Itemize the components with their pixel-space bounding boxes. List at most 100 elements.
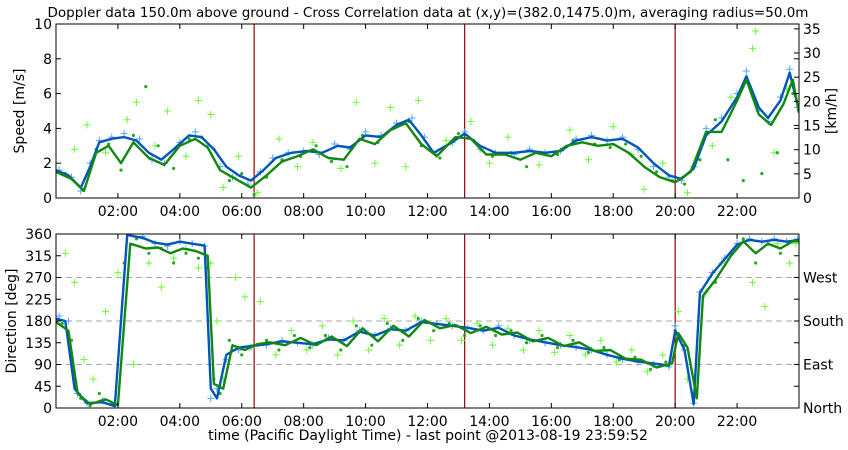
direction-series-2-point [323, 333, 327, 338]
direction-series-1-point [287, 327, 295, 335]
speed-series-2-point [524, 165, 529, 169]
speed-series-2-point [456, 132, 461, 136]
direction-series-2-point [292, 333, 296, 338]
direction-series-1-point [194, 264, 202, 272]
direction-series-0-point [207, 394, 215, 402]
direction-series-2-point [540, 333, 544, 338]
direction-series-2-point [401, 338, 405, 342]
speed-series-1-point [71, 145, 79, 153]
x-tick-label: 14:00 [469, 414, 509, 430]
direction-series-1-point [213, 317, 221, 325]
speed-series-1-point [584, 156, 592, 164]
direction-series-2-point [277, 348, 281, 352]
speed-series-2-point [172, 166, 176, 171]
kmh-tick-label: 15 [803, 119, 821, 135]
speed-series-1-point [640, 185, 648, 193]
direction-y-tick-label: 90 [34, 358, 52, 374]
speed-series-1-point [253, 189, 261, 197]
direction-series-1-point [581, 351, 589, 359]
x-tick-label: 08:00 [283, 414, 323, 430]
speed-series-2-point [329, 159, 334, 164]
speed-right-axis-label: [km/h] [824, 88, 840, 134]
speed-y-tick-label: 10 [34, 17, 52, 33]
chart-title: Doppler data 150.0m above ground - Cross… [48, 5, 809, 21]
speed-series-1-point [708, 142, 716, 150]
direction-series-1-point [241, 293, 249, 301]
direction-series-2-point [602, 345, 606, 350]
speed-series-0-point [408, 114, 416, 122]
x-tick-label: 12:00 [407, 414, 447, 430]
direction-series-1-point [102, 307, 110, 315]
speed-series-2-point [698, 158, 702, 162]
speed-series-1-point [352, 98, 360, 106]
x-tick-label: 18:00 [593, 204, 633, 220]
direction-y-tick-label: 180 [25, 314, 52, 330]
kmh-tick-label: 30 [803, 46, 821, 62]
direction-series-1-point [761, 303, 769, 310]
speed-series-1-point [194, 97, 202, 105]
x-tick-label: 16:00 [531, 204, 571, 220]
speed-series-0-point [191, 128, 199, 136]
direction-series-1-point [71, 278, 79, 286]
direction-series-1-point [365, 346, 373, 354]
speed-series-2-point [624, 142, 628, 146]
compass-label: South [803, 314, 844, 330]
speed-series-2-point [775, 151, 779, 155]
speed-series-2-point [119, 168, 123, 172]
direction-series-1-point [411, 312, 419, 320]
speed-series-1-point [504, 133, 512, 141]
direction-series-1-point [334, 351, 342, 359]
direction-series-1-point [380, 315, 388, 323]
speed-series-1-point [123, 116, 131, 124]
direction-y-tick-label: 45 [34, 379, 52, 395]
speed-y-tick-label: 0 [43, 191, 52, 207]
speed-series-2-point [741, 179, 745, 183]
x-tick-label: 02:00 [98, 204, 138, 220]
direction-series-2-point [172, 261, 176, 265]
direction-y-tick-label: 0 [43, 401, 52, 417]
x-tick-label: 22:00 [717, 204, 757, 220]
speed-y-tick-label: 2 [43, 156, 52, 172]
compass-label: North [803, 401, 842, 417]
speed-series-2-point [156, 144, 160, 148]
direction-series-2-point [416, 316, 420, 321]
direction-series-2-point [308, 345, 312, 350]
direction-series-2-point [664, 360, 668, 364]
direction-series-2-point [648, 367, 653, 371]
speed-series-1-point [752, 27, 760, 35]
speed-series-1-point [182, 152, 190, 160]
speed-series-1-point [414, 97, 422, 105]
speed-series-0-point [136, 135, 144, 143]
speed-y-tick-label: 6 [43, 87, 52, 103]
x-tick-label: 08:00 [283, 204, 323, 220]
direction-series-1-point [597, 336, 605, 344]
speed-series-2-point [654, 170, 659, 174]
direction-series-2-point [509, 329, 513, 333]
x-tick-label: 10:00 [345, 204, 385, 220]
direction-series-2-point [555, 345, 560, 350]
direction-series-1-point [170, 254, 178, 262]
direction-series-1-point [129, 361, 137, 368]
speed-series-1-point [275, 135, 283, 143]
direction-y-tick-label: 360 [25, 227, 52, 243]
direction-series-2-point [385, 321, 389, 326]
direction-y-tick-label: 315 [25, 249, 52, 265]
direction-series-1-point [674, 307, 682, 315]
direction-series-1-point [643, 368, 651, 376]
direction-y-tick-label: 135 [25, 336, 52, 352]
direction-series-1-point [458, 336, 466, 344]
direction-series-1-point [535, 327, 543, 335]
direction-series-1-point [489, 341, 497, 349]
speed-series-2-point [144, 85, 148, 89]
speed-series-2-point [314, 144, 318, 148]
x-tick-label: 12:00 [407, 204, 447, 220]
direction-series-2-point [524, 341, 529, 345]
direction-series-1-point [232, 274, 240, 281]
kmh-tick-label: 5 [803, 167, 812, 183]
direction-series-2-point [571, 338, 575, 342]
speed-series-2-point [438, 156, 442, 160]
direction-series-1-point [659, 351, 667, 359]
direction-series-1-point [145, 259, 153, 267]
direction-series-0-point [671, 322, 679, 330]
direction-series-1-point [114, 269, 122, 277]
